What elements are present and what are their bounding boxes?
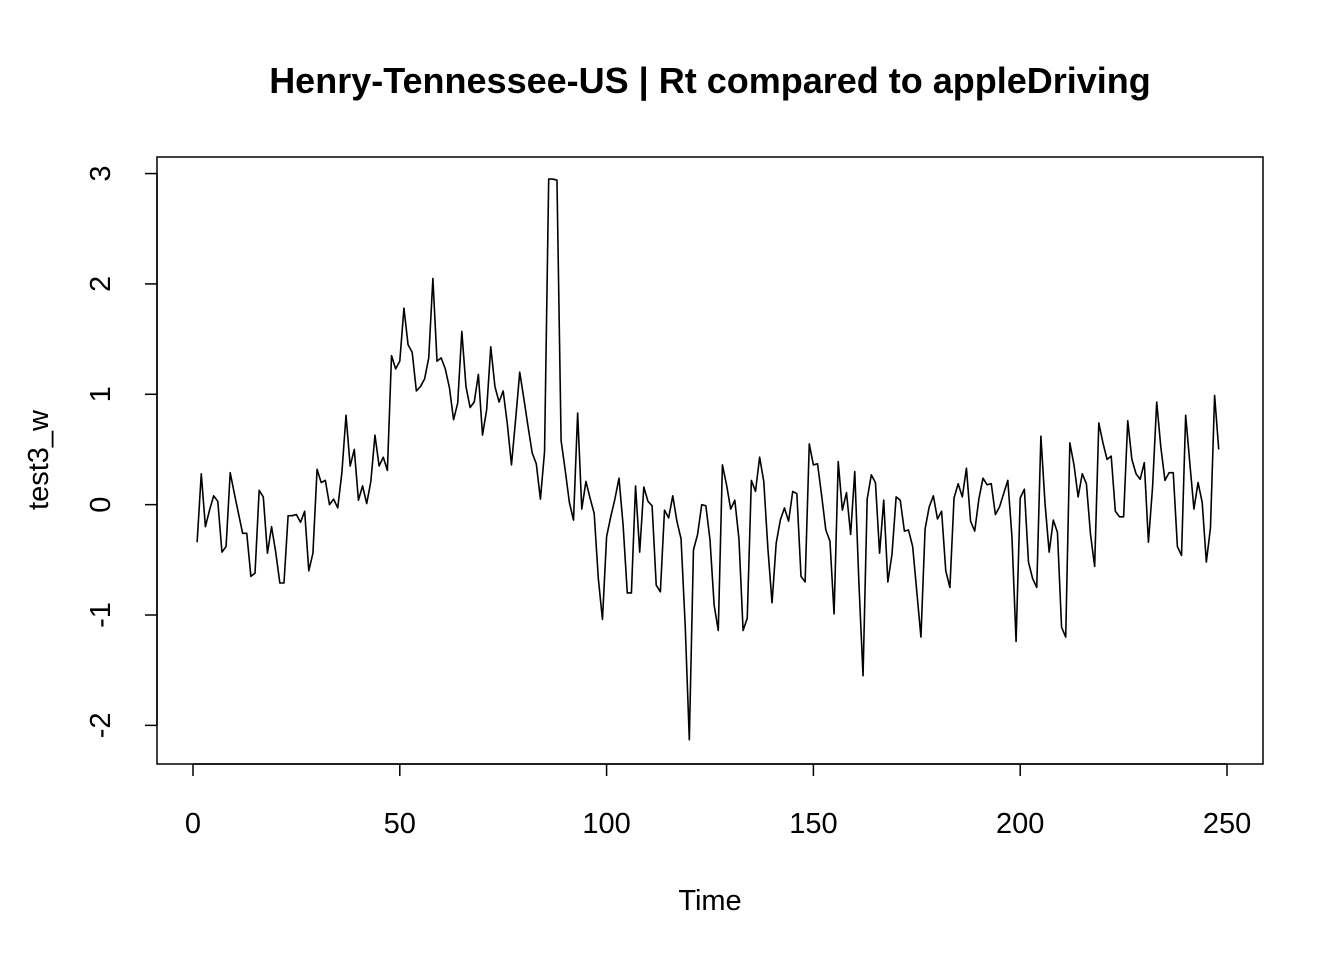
series-layer bbox=[196, 178, 1220, 741]
x-tick-label: 250 bbox=[1203, 808, 1251, 840]
y-tick-label: 0 bbox=[85, 497, 117, 513]
y-tick-label: -2 bbox=[85, 712, 117, 738]
x-tick-label: 100 bbox=[582, 808, 630, 840]
x-tick-label: 200 bbox=[996, 808, 1044, 840]
x-axis: 0 50 100 150 200 250 bbox=[185, 763, 1251, 840]
x-tick-label: 50 bbox=[384, 808, 416, 840]
x-axis-label: Time bbox=[678, 885, 741, 917]
x-tick-label: 150 bbox=[789, 808, 837, 840]
y-tick-label: -1 bbox=[85, 602, 117, 628]
y-axis: -2 -1 0 1 2 3 bbox=[85, 165, 158, 738]
y-tick-label: 1 bbox=[85, 386, 117, 402]
y-tick-label: 2 bbox=[85, 276, 117, 292]
series-line-1 bbox=[196, 178, 1220, 741]
x-tick-label: 0 bbox=[185, 808, 201, 840]
y-axis-label: test3_w bbox=[23, 409, 55, 510]
y-tick-label: 3 bbox=[85, 165, 117, 181]
chart-title: Henry-Tennessee-US | Rt compared to appl… bbox=[269, 60, 1151, 102]
